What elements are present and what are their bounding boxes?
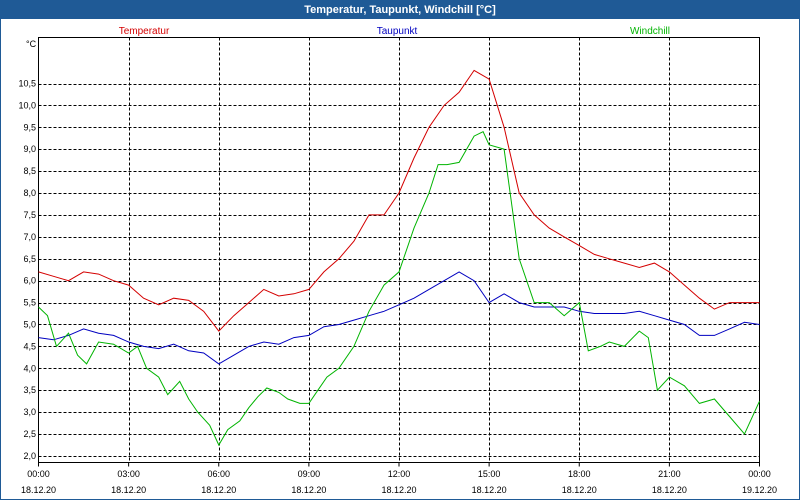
grid-lines [38,37,760,463]
x-tick-time: 18:00 [568,469,591,479]
x-tick-date: 19.12.20 [742,485,777,495]
x-tick-labels: 00:00 18.12.20 03:00 18.12.20 06:00 18.12.20 0… [21,462,777,495]
legend-temperatur: Temperatur [119,26,170,37]
legend-taupunkt: Taupunkt [377,26,418,37]
y-tick-label: 8,0 [23,188,36,198]
x-tick-time: 12:00 [388,469,411,479]
y-tick-label: 5,5 [23,298,36,308]
y-tick-label: 10,5 [18,79,36,89]
y-tick-label: 10,0 [18,100,36,110]
y-tick-label: 8,5 [23,166,36,176]
y-tick-label: 2,5 [23,429,36,439]
x-tick-time: 09:00 [298,469,321,479]
y-tick-label: 9,0 [23,144,36,154]
y-tick-label: 9,5 [23,122,36,132]
series-line-temperatur [38,69,760,332]
x-tick-date: 18.12.20 [201,485,236,495]
x-tick-date: 18.12.20 [652,485,687,495]
x-tick-time: 03:00 [117,469,140,479]
x-tick-time: 06:00 [207,469,230,479]
y-axis-unit: °C [26,39,37,49]
series-line-windchill [38,131,760,447]
x-tick-date: 18.12.20 [562,485,597,495]
x-tick-time: 21:00 [658,469,681,479]
y-tick-label: 3,0 [23,407,36,417]
y-tick-label: 3,5 [23,385,36,395]
y-tick-label: 2,0 [23,451,36,461]
legend-windchill: Windchill [630,26,670,37]
y-tick-labels: 2,0 2,5 3,0 3,5 4,0 4,5 5,0 5,5 6,0 6,5 7,0 7,5 8,0 8… [18,79,36,461]
series-lines [38,69,760,447]
x-tick-date: 18.12.20 [111,485,146,495]
y-tick-label: 6,5 [23,254,36,264]
y-tick-label: 7,5 [23,210,36,220]
x-tick-date: 18.12.20 [472,485,507,495]
y-tick-label: 5,0 [23,319,36,329]
legend: Temperatur Taupunkt Windchill [119,26,670,37]
x-tick-date: 18.12.20 [291,485,326,495]
y-tick-label: 4,5 [23,341,36,351]
x-tick-time: 15:00 [478,469,501,479]
x-tick-date: 18.12.20 [21,485,56,495]
x-tick-time: 00:00 [27,469,50,479]
x-tick-date: 18.12.20 [381,485,416,495]
y-tick-label: 4,0 [23,363,36,373]
y-tick-label: 6,0 [23,276,36,286]
y-tick-label: 7,0 [23,232,36,242]
series-line-taupunkt [38,271,760,365]
window-title: Temperatur, Taupunkt, Windchill [°C] [1,1,799,19]
x-tick-time: 00:00 [748,469,771,479]
